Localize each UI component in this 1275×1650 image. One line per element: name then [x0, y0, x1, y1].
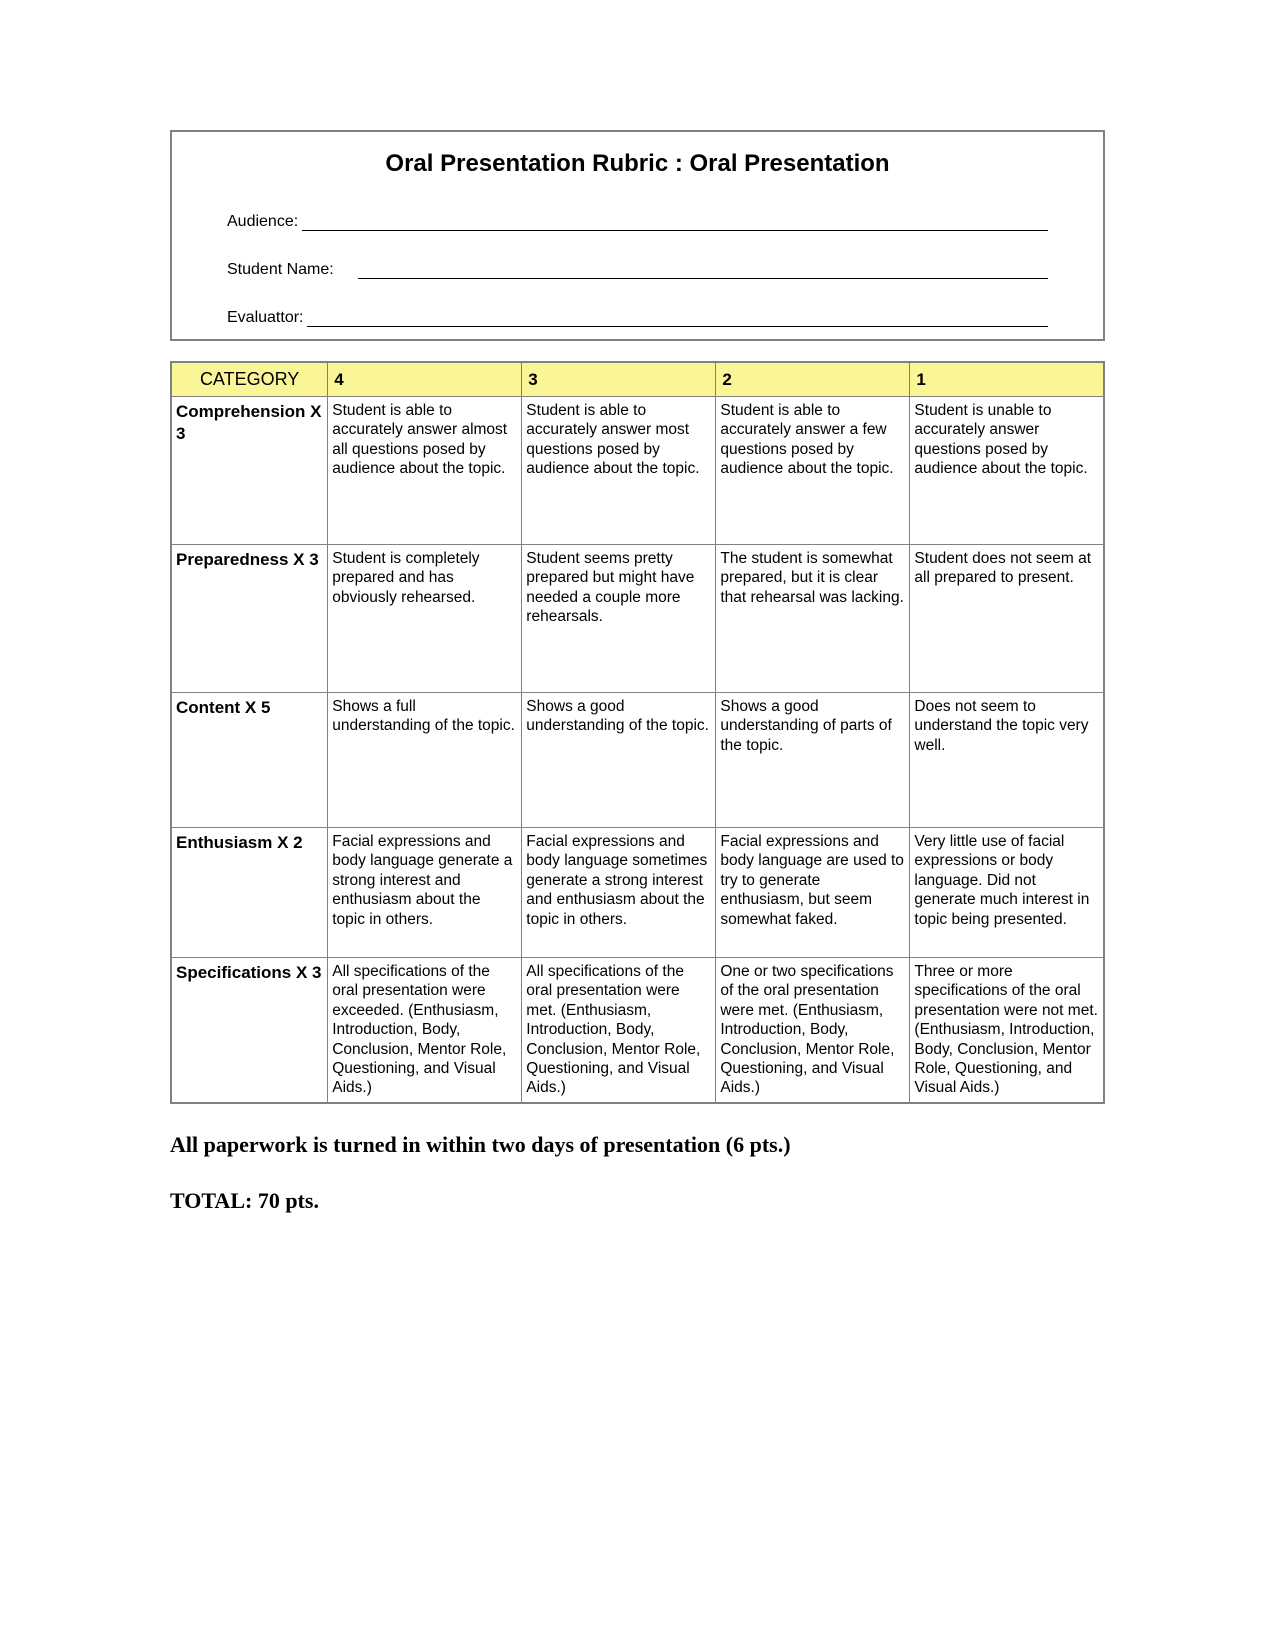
header-score-1: 1 — [910, 362, 1104, 397]
table-row: Comprehension X 3Student is able to accu… — [171, 397, 1104, 545]
table-header-row: CATEGORY 4 3 2 1 — [171, 362, 1104, 397]
table-row: Content X 5Shows a full understanding of… — [171, 693, 1104, 828]
table-row: Specifications X 3All specifications of … — [171, 958, 1104, 1103]
header-score-4: 4 — [328, 362, 522, 397]
score-cell: One or two specifications of the oral pr… — [716, 958, 910, 1103]
student-name-line — [358, 278, 1048, 279]
score-cell: Student is able to accurately answer mos… — [522, 397, 716, 545]
student-name-label: Student Name: — [227, 261, 338, 279]
score-cell: Very little use of facial expressions or… — [910, 828, 1104, 958]
audience-label: Audience: — [227, 213, 302, 231]
category-cell: Preparedness X 3 — [171, 545, 328, 693]
student-name-field-row: Student Name: — [227, 261, 1048, 279]
score-cell: Student is able to accurately answer alm… — [328, 397, 522, 545]
header-box: Oral Presentation Rubric : Oral Presenta… — [170, 130, 1105, 341]
footer-paperwork: All paperwork is turned in within two da… — [170, 1132, 1105, 1158]
score-cell: The student is somewhat prepared, but it… — [716, 545, 910, 693]
score-cell: Three or more specifications of the oral… — [910, 958, 1104, 1103]
score-cell: Shows a good understanding of parts of t… — [716, 693, 910, 828]
evaluator-label: Evaluattor: — [227, 309, 307, 327]
evaluator-field-row: Evaluattor: — [227, 309, 1048, 327]
score-cell: All specifications of the oral presentat… — [522, 958, 716, 1103]
category-cell: Comprehension X 3 — [171, 397, 328, 545]
score-cell: Facial expressions and body language som… — [522, 828, 716, 958]
table-row: Enthusiasm X 2Facial expressions and bod… — [171, 828, 1104, 958]
audience-line — [302, 230, 1048, 231]
score-cell: Student is completely prepared and has o… — [328, 545, 522, 693]
score-cell: Shows a full understanding of the topic. — [328, 693, 522, 828]
score-cell: All specifications of the oral presentat… — [328, 958, 522, 1103]
footer: All paperwork is turned in within two da… — [170, 1132, 1105, 1214]
category-cell: Enthusiasm X 2 — [171, 828, 328, 958]
rubric-tbody: Comprehension X 3Student is able to accu… — [171, 397, 1104, 1103]
header-score-2: 2 — [716, 362, 910, 397]
rubric-title: Oral Presentation Rubric : Oral Presenta… — [227, 150, 1048, 178]
table-row: Preparedness X 3Student is completely pr… — [171, 545, 1104, 693]
header-category: CATEGORY — [171, 362, 328, 397]
audience-field-row: Audience: — [227, 213, 1048, 231]
evaluator-line — [307, 326, 1048, 327]
footer-total: TOTAL: 70 pts. — [170, 1188, 1105, 1214]
score-cell: Does not seem to understand the topic ve… — [910, 693, 1104, 828]
header-score-3: 3 — [522, 362, 716, 397]
score-cell: Student seems pretty prepared but might … — [522, 545, 716, 693]
score-cell: Student does not seem at all prepared to… — [910, 545, 1104, 693]
score-cell: Student is unable to accurately answer q… — [910, 397, 1104, 545]
score-cell: Shows a good understanding of the topic. — [522, 693, 716, 828]
category-cell: Content X 5 — [171, 693, 328, 828]
score-cell: Facial expressions and body language are… — [716, 828, 910, 958]
rubric-table: CATEGORY 4 3 2 1 Comprehension X 3Studen… — [170, 361, 1105, 1104]
score-cell: Student is able to accurately answer a f… — [716, 397, 910, 545]
category-cell: Specifications X 3 — [171, 958, 328, 1103]
score-cell: Facial expressions and body language gen… — [328, 828, 522, 958]
